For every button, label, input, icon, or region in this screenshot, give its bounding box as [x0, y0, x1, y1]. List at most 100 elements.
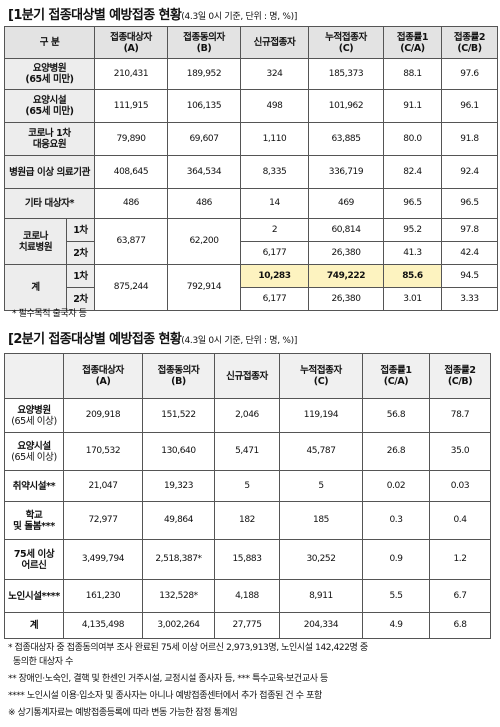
cell: 96.1	[441, 89, 498, 123]
cell: 6.8	[429, 612, 491, 639]
row-label: 요양시설 (65세 이상)	[4, 432, 64, 471]
cell: 8,335	[240, 155, 309, 189]
cell: 42.4	[441, 241, 498, 265]
dose-label: 2차	[66, 287, 95, 311]
cell: 30,252	[279, 539, 363, 580]
cell: 0.3	[362, 501, 430, 540]
header-line: (C/B)	[457, 42, 482, 54]
table1-header-consent: 접종동의자 (B)	[167, 26, 241, 59]
cell: 26,380	[308, 241, 384, 265]
cell: 130,640	[142, 432, 215, 471]
cell: 26,380	[308, 287, 384, 311]
cell: 82.4	[383, 155, 442, 189]
table1-header-row: 구 분 접종대상자 (A) 접종동의자 (B) 신규접종자 누적접종자 (C) 접종률…	[4, 26, 498, 59]
header-line: 접종동의자	[157, 365, 200, 376]
table-row: 요양시설 (65세 이상) 170,532 130,640 5,471 45,78…	[4, 432, 491, 471]
table-row: 요양병원 (65세 미만) 210,431 189,952 324 185,373…	[4, 58, 498, 90]
cell: 2,518,387*	[142, 539, 215, 580]
cell: 498	[240, 89, 309, 123]
label-line: 75세 이상	[13, 548, 55, 560]
header-line: (C/A)	[400, 42, 425, 54]
cell: 72,977	[63, 501, 143, 540]
table2-header-consent: 접종동의자 (B)	[142, 353, 215, 399]
table2-title-main: [2분기 접종대상별 예방접종 현황	[8, 332, 182, 347]
table2-footnote-5: ※ 상기통계자료는 예방접종등록에 따라 변동 가능한 잠정 통계임	[8, 708, 238, 718]
table2-header-cumulative: 누적접종자 (C)	[279, 353, 363, 399]
cell: 119,194	[279, 398, 363, 433]
cell: 95.2	[383, 218, 442, 242]
label-line: (65세 이상)	[11, 451, 57, 463]
cell: 15,883	[214, 539, 280, 580]
label-line: 대응요원	[32, 139, 67, 150]
cell: 185	[279, 501, 363, 540]
cell: 5	[279, 470, 363, 502]
cell: 1,110	[240, 122, 309, 156]
table2-title-subtitle: (4.3일 0시 기준, 단위 : 명, %)]	[181, 336, 298, 346]
table1-header-target: 접종대상자 (A)	[94, 26, 168, 59]
cell: 151,522	[142, 398, 215, 433]
table2-header-category	[4, 353, 64, 399]
row-label: 요양시설 (65세 미만)	[4, 89, 95, 123]
cell: 63,877	[94, 218, 168, 265]
cell: 408,645	[94, 155, 168, 189]
table-row: 요양병원 (65세 이상) 209,918 151,522 2,046 119,1…	[4, 398, 491, 433]
label-line: 어르신	[21, 559, 47, 571]
header-line: 접종동의자	[183, 31, 225, 43]
cell: 0.02	[362, 470, 430, 502]
cell: 69,607	[167, 122, 241, 156]
dose-label: 1차	[66, 218, 95, 242]
cell: 96.5	[441, 188, 498, 219]
cell: 6.7	[429, 579, 491, 613]
table-row-total: 계 4,135,498 3,002,264 27,775 204,334 4.9…	[4, 612, 491, 639]
table-row: 75세 이상 어르신 3,499,794 2,518,387* 15,883 30…	[4, 539, 491, 580]
header-line: 접종대상자	[110, 31, 152, 43]
cell: 27,775	[214, 612, 280, 639]
header-line: (B)	[196, 42, 212, 54]
row-label: 병원급 이상 의료기관	[4, 155, 95, 189]
header-line: (C/A)	[383, 376, 409, 387]
cell: 5	[214, 470, 280, 502]
cell: 35.0	[429, 432, 491, 471]
header-line: 접종률2	[444, 365, 476, 376]
table2-header-row: 접종대상자 (A) 접종동의자 (B) 신규접종자 누적접종자 (C) 접종률1 (C/…	[4, 353, 491, 399]
cell: 210,431	[94, 58, 168, 90]
label-line: (65세 미만)	[25, 106, 74, 117]
cell: 56.8	[362, 398, 430, 433]
header-line: (A)	[123, 42, 139, 54]
table1-title: [1분기 접종대상별 예방접종 현황(4.3일 0시 기준, 단위 : 명, %…	[8, 4, 297, 23]
cell: 1.2	[429, 539, 491, 580]
table-row: 코로나 1차 대응요원 79,890 69,607 1,110 63,885 80…	[4, 122, 498, 156]
cell: 182	[214, 501, 280, 540]
row-label: 계	[4, 264, 67, 311]
label-line: 코로나	[22, 230, 49, 242]
cell: 19,323	[142, 470, 215, 502]
header-line: 접종률1	[396, 31, 429, 43]
cell: 78.7	[429, 398, 491, 433]
table1: 구 분 접종대상자 (A) 접종동의자 (B) 신규접종자 누적접종자 (C) 접종률…	[4, 26, 498, 311]
row-label: 요양병원 (65세 미만)	[4, 58, 95, 90]
label-line: 요양시설	[32, 95, 67, 106]
table1-header-new: 신규접종자	[240, 26, 309, 59]
row-label: 코로나 치료병원	[4, 218, 67, 265]
row-label: 75세 이상 어르신	[4, 539, 64, 580]
cell: 97.8	[441, 218, 498, 242]
cell: 3.33	[441, 287, 498, 311]
cell: 4,188	[214, 579, 280, 613]
cell: 161,230	[63, 579, 143, 613]
label-line: 요양병원	[32, 63, 67, 74]
table1-header-rate2: 접종률2 (C/B)	[441, 26, 498, 59]
row-label: 계	[4, 612, 64, 639]
cell: 63,885	[308, 122, 384, 156]
cell: 486	[94, 188, 168, 219]
header-line: (B)	[171, 376, 186, 387]
row-label: 요양병원 (65세 이상)	[4, 398, 64, 433]
row-label: 노인시설****	[4, 579, 64, 613]
cell: 204,334	[279, 612, 363, 639]
cell: 2	[240, 218, 309, 242]
label-line: (65세 미만)	[25, 74, 74, 85]
label-line: 학교	[25, 509, 43, 521]
row-label: 코로나 1차 대응요원	[4, 122, 95, 156]
header-line: (A)	[95, 376, 111, 387]
table1-title-subtitle: (4.3일 0시 기준, 단위 : 명, %)]	[181, 12, 298, 22]
table2-title: [2분기 접종대상별 예방접종 현황(4.3일 0시 기준, 단위 : 명, %…	[8, 328, 297, 347]
